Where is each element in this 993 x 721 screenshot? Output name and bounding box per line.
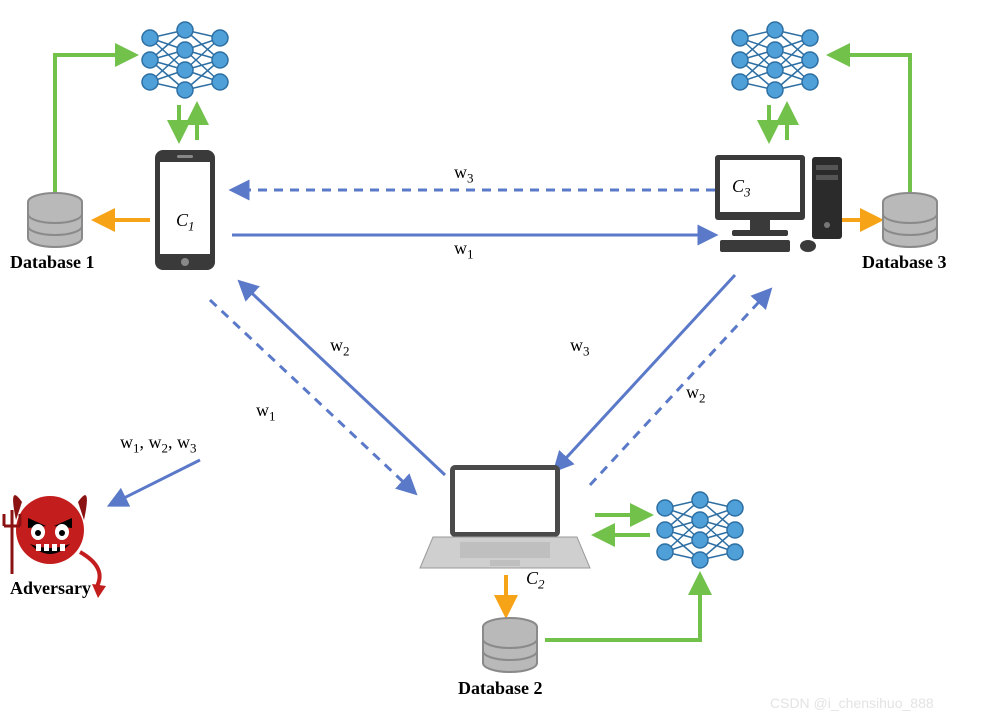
edge-c1-c2-dashed [210,300,415,493]
path-db2-to-nn2 [545,575,700,640]
database-icon-3 [883,193,937,247]
edge-c3-c2-solid [555,275,735,470]
desktop-icon [715,155,842,252]
label-adversary-weights: w1, w2, w3 [120,432,197,457]
laptop-icon [420,465,590,568]
nn-icon-1 [142,22,228,98]
database-icon-1 [28,193,82,247]
label-w1-left: w1 [256,400,276,425]
database-icon-2 [483,618,537,672]
label-db3: Database 3 [862,252,947,273]
label-c3: C3 [732,176,751,201]
diagram-canvas: Database 1 Database 2 Database 3 Adversa… [0,0,993,721]
path-db3-to-nn3 [830,55,910,195]
label-w3-right: w3 [570,335,590,360]
label-c1: C1 [176,210,195,235]
label-db2: Database 2 [458,678,543,699]
edge-c2-c3-dashed [590,290,770,485]
watermark-text: CSDN @i_chensihuo_888 [770,695,934,711]
label-w2-right: w2 [686,382,706,407]
nn-icon-2 [657,492,743,568]
label-c2: C2 [526,568,545,593]
label-w1-top: w1 [454,238,474,263]
svg-layer [0,0,993,721]
edge-c2-c1-solid [240,282,445,475]
label-w3-top: w3 [454,162,474,187]
path-db1-to-nn1 [55,55,135,195]
label-db1: Database 1 [10,252,95,273]
label-adversary: Adversary [10,578,91,599]
nn-icon-3 [732,22,818,98]
label-w2-left: w2 [330,335,350,360]
edge-to-adversary [110,460,200,505]
